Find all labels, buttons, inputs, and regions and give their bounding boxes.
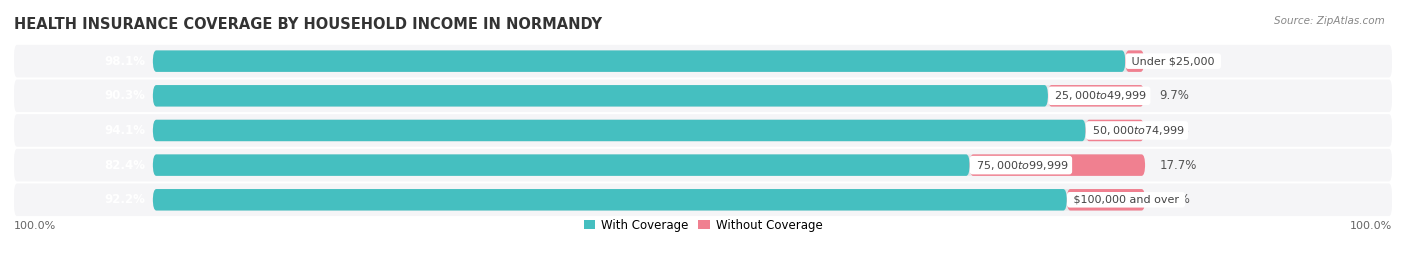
FancyBboxPatch shape [14,80,1392,112]
FancyBboxPatch shape [1085,120,1144,141]
Text: 17.7%: 17.7% [1160,159,1198,172]
FancyBboxPatch shape [153,189,1144,211]
FancyBboxPatch shape [970,154,1144,176]
Text: Source: ZipAtlas.com: Source: ZipAtlas.com [1274,16,1385,26]
FancyBboxPatch shape [153,85,1047,107]
FancyBboxPatch shape [1125,50,1144,72]
FancyBboxPatch shape [14,45,1392,77]
Text: $50,000 to $74,999: $50,000 to $74,999 [1088,124,1185,137]
FancyBboxPatch shape [153,50,1125,72]
Text: 100.0%: 100.0% [1350,221,1392,231]
Text: 92.2%: 92.2% [104,193,145,206]
Text: Under $25,000: Under $25,000 [1128,56,1218,66]
FancyBboxPatch shape [1047,85,1144,107]
FancyBboxPatch shape [153,154,970,176]
Text: $100,000 and over: $100,000 and over [1070,195,1182,205]
FancyBboxPatch shape [1067,189,1144,211]
FancyBboxPatch shape [14,183,1392,216]
Text: $75,000 to $99,999: $75,000 to $99,999 [973,159,1070,172]
FancyBboxPatch shape [153,154,1144,176]
Text: 1.9%: 1.9% [1159,55,1189,68]
FancyBboxPatch shape [153,50,1144,72]
Text: HEALTH INSURANCE COVERAGE BY HOUSEHOLD INCOME IN NORMANDY: HEALTH INSURANCE COVERAGE BY HOUSEHOLD I… [14,17,602,32]
FancyBboxPatch shape [153,189,1067,211]
Legend: With Coverage, Without Coverage: With Coverage, Without Coverage [579,214,827,236]
Text: 5.9%: 5.9% [1159,124,1188,137]
Text: 94.1%: 94.1% [104,124,145,137]
FancyBboxPatch shape [153,120,1144,141]
FancyBboxPatch shape [153,120,1085,141]
Text: 82.4%: 82.4% [104,159,145,172]
Text: 9.7%: 9.7% [1159,89,1189,102]
Text: 90.3%: 90.3% [104,89,145,102]
Text: 7.9%: 7.9% [1160,193,1189,206]
FancyBboxPatch shape [153,85,1144,107]
Text: $25,000 to $49,999: $25,000 to $49,999 [1050,89,1147,102]
FancyBboxPatch shape [14,114,1392,147]
Text: 100.0%: 100.0% [14,221,56,231]
Text: 98.1%: 98.1% [104,55,145,68]
FancyBboxPatch shape [14,149,1392,181]
